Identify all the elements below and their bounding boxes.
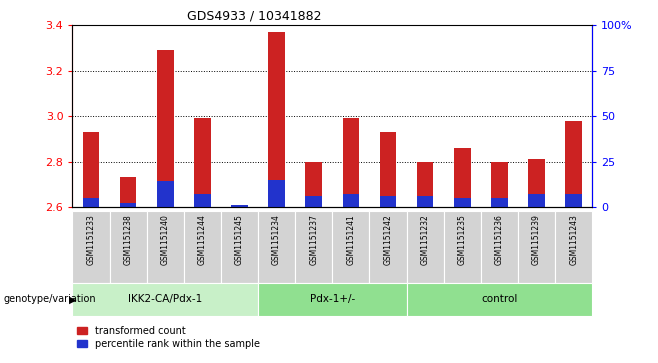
- Bar: [443, 211, 481, 283]
- Text: GSM1151245: GSM1151245: [235, 214, 244, 265]
- Bar: [157, 50, 174, 207]
- Bar: [83, 198, 99, 207]
- Bar: [528, 194, 545, 207]
- Bar: [380, 196, 396, 207]
- Bar: [83, 132, 99, 207]
- Bar: [295, 211, 332, 283]
- Bar: [268, 32, 285, 207]
- Bar: [407, 283, 592, 316]
- Text: GSM1151240: GSM1151240: [161, 214, 170, 265]
- Text: GSM1151242: GSM1151242: [384, 214, 392, 265]
- Text: GSM1151235: GSM1151235: [458, 214, 467, 265]
- Title: GDS4933 / 10341882: GDS4933 / 10341882: [187, 10, 322, 23]
- Bar: [72, 283, 258, 316]
- Text: Pdx-1+/-: Pdx-1+/-: [310, 294, 355, 305]
- Text: genotype/variation: genotype/variation: [3, 294, 96, 305]
- Bar: [417, 162, 434, 207]
- Bar: [305, 196, 322, 207]
- Bar: [184, 211, 221, 283]
- Bar: [120, 203, 136, 207]
- Bar: [194, 194, 211, 207]
- Bar: [258, 283, 407, 316]
- Text: GSM1151233: GSM1151233: [86, 214, 95, 265]
- Bar: [231, 205, 248, 207]
- Bar: [268, 180, 285, 207]
- Legend: transformed count, percentile rank within the sample: transformed count, percentile rank withi…: [77, 326, 260, 349]
- Text: GSM1151243: GSM1151243: [569, 214, 578, 265]
- Text: GSM1151236: GSM1151236: [495, 214, 504, 265]
- Bar: [417, 196, 434, 207]
- Bar: [343, 194, 359, 207]
- Bar: [258, 211, 295, 283]
- Text: control: control: [481, 294, 518, 305]
- Bar: [454, 148, 470, 207]
- Bar: [407, 211, 443, 283]
- Bar: [565, 194, 582, 207]
- Bar: [147, 211, 184, 283]
- Bar: [194, 118, 211, 207]
- Text: GSM1151238: GSM1151238: [124, 214, 132, 265]
- Text: GSM1151239: GSM1151239: [532, 214, 541, 265]
- Bar: [343, 118, 359, 207]
- Bar: [72, 211, 109, 283]
- Bar: [491, 162, 508, 207]
- Text: IKK2-CA/Pdx-1: IKK2-CA/Pdx-1: [128, 294, 202, 305]
- Bar: [109, 211, 147, 283]
- Bar: [120, 178, 136, 207]
- Bar: [305, 162, 322, 207]
- Text: GSM1151241: GSM1151241: [346, 214, 355, 265]
- Bar: [231, 205, 248, 207]
- Text: GSM1151234: GSM1151234: [272, 214, 281, 265]
- Text: ▶: ▶: [69, 294, 76, 305]
- Bar: [454, 198, 470, 207]
- Bar: [481, 211, 518, 283]
- Bar: [528, 159, 545, 207]
- Text: GSM1151244: GSM1151244: [198, 214, 207, 265]
- Bar: [369, 211, 407, 283]
- Bar: [332, 211, 369, 283]
- Bar: [491, 198, 508, 207]
- Text: GSM1151237: GSM1151237: [309, 214, 318, 265]
- Bar: [518, 211, 555, 283]
- Bar: [380, 132, 396, 207]
- Bar: [221, 211, 258, 283]
- Bar: [157, 182, 174, 207]
- Text: GSM1151232: GSM1151232: [420, 214, 430, 265]
- Bar: [555, 211, 592, 283]
- Bar: [565, 121, 582, 207]
